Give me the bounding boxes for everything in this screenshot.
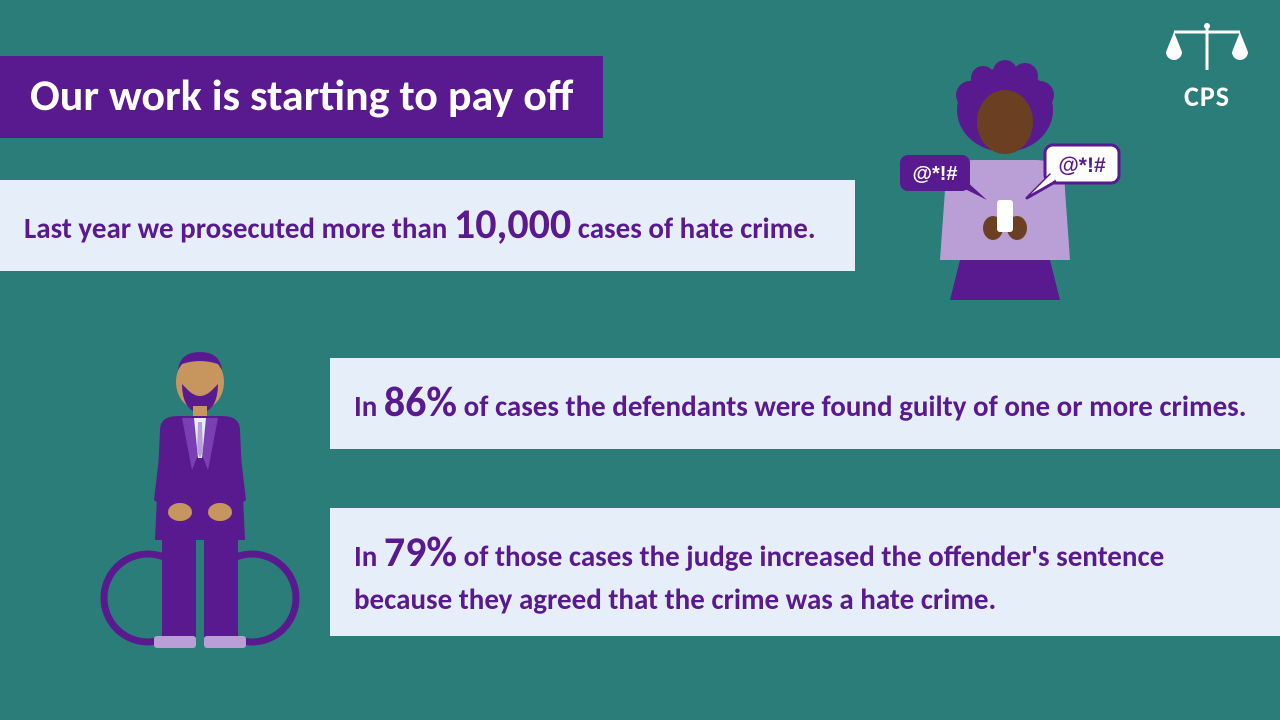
stat-guilty-prefix: In <box>354 388 384 424</box>
stat-uplift-number: 79% <box>384 527 457 578</box>
scales-icon <box>1162 18 1252 78</box>
title-bar: Our work is starting to pay off <box>0 56 603 138</box>
title-text: Our work is starting to pay off <box>30 68 573 122</box>
cps-logo-text: CPS <box>1162 79 1252 114</box>
stat-prosecutions: Last year we prosecuted more than 10,000… <box>0 180 855 271</box>
stat-prosecutions-number: 10,000 <box>454 199 571 250</box>
stat-prosecutions-suffix: cases of hate crime. <box>578 210 816 246</box>
cps-logo: CPS <box>1162 18 1252 114</box>
infographic-canvas: Our work is starting to pay off Last yea… <box>0 0 1280 720</box>
speech-text-right: @*!# <box>1058 154 1106 177</box>
stat-guilty-suffix: of cases the defendants were found guilt… <box>464 388 1247 424</box>
stat-uplift-prefix: In <box>354 538 384 574</box>
stat-prosecutions-prefix: Last year we prosecuted more than <box>24 210 454 246</box>
wheelchair-user-illustration <box>100 340 300 680</box>
speech-text-left: @*!# <box>912 163 957 185</box>
stat-uplift-suffix: of those cases the judge increased the o… <box>354 538 1164 617</box>
stat-guilty-number: 86% <box>384 377 457 428</box>
phone-user-illustration: @*!# @*!# <box>875 60 1135 300</box>
stat-guilty: In 86% of cases the defendants were foun… <box>330 358 1280 449</box>
stat-uplift: In 79% of those cases the judge increase… <box>330 508 1280 636</box>
